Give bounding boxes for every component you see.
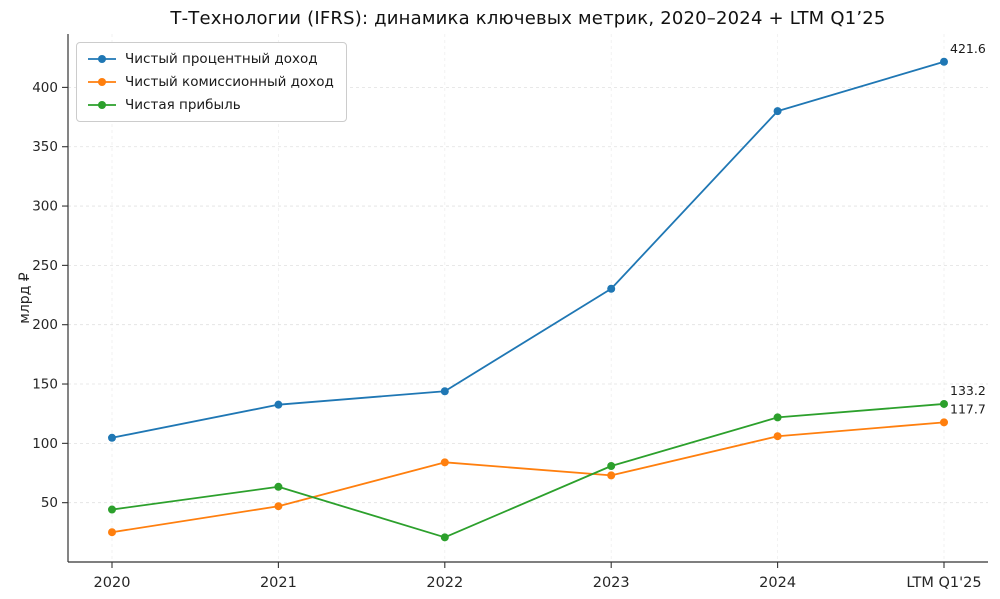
data-point xyxy=(274,400,283,409)
y-axis-label: млрд ₽ xyxy=(17,272,33,324)
data-point xyxy=(274,482,283,491)
x-tick-label: 2024 xyxy=(759,575,796,591)
line-marker-icon xyxy=(88,78,116,86)
legend-item-net-interest-income: Чистый процентный доход xyxy=(87,51,334,67)
legend-label-net-profit: Чистая прибыль xyxy=(125,97,241,113)
legend-item-net-commission-income: Чистый комиссионный доход xyxy=(87,74,334,90)
line-marker-icon xyxy=(88,101,116,109)
y-tick-label: 150 xyxy=(32,377,58,393)
legend-label-net-commission-income: Чистый комиссионный доход xyxy=(125,74,334,90)
x-tick-label: LTM Q1'25 xyxy=(906,575,981,591)
data-point xyxy=(108,433,116,442)
data-point xyxy=(274,502,283,511)
data-point xyxy=(607,284,616,293)
series-line-2 xyxy=(111,403,945,539)
data-point xyxy=(773,432,782,441)
legend: Чистый процентный доход Чистый комиссион… xyxy=(76,42,347,122)
y-tick-label: 50 xyxy=(41,495,58,511)
data-point xyxy=(773,413,782,422)
data-point xyxy=(607,471,616,480)
data-point xyxy=(940,57,948,66)
x-tick-label: 2023 xyxy=(593,575,630,591)
y-tick-label: 300 xyxy=(32,199,58,215)
end-value-label: 133.2 xyxy=(950,383,986,398)
data-point xyxy=(773,107,782,116)
data-point xyxy=(607,462,616,471)
end-value-label: 421.6 xyxy=(950,41,986,56)
y-tick-label: 400 xyxy=(32,80,58,96)
line-marker-icon xyxy=(88,55,116,63)
y-tick-label: 100 xyxy=(32,436,58,452)
data-point xyxy=(440,458,449,467)
y-tick-label: 200 xyxy=(32,317,58,333)
data-point xyxy=(940,399,948,408)
x-tick-label: 2020 xyxy=(94,575,131,591)
data-point xyxy=(108,528,116,537)
series-line-0 xyxy=(111,60,945,439)
end-value-label: 117.7 xyxy=(950,401,986,416)
data-point xyxy=(108,505,116,514)
data-point xyxy=(940,418,948,427)
chart-title: Т-Технологии (IFRS): динамика ключевых м… xyxy=(170,8,886,29)
data-point xyxy=(440,533,449,542)
x-tick-label: 2021 xyxy=(260,575,297,591)
x-tick-label: 2022 xyxy=(426,575,463,591)
legend-label-net-interest-income: Чистый процентный доход xyxy=(125,51,318,67)
series-line-1 xyxy=(111,421,945,534)
legend-item-net-profit: Чистая прибыль xyxy=(87,97,334,113)
y-tick-label: 250 xyxy=(32,258,58,274)
y-tick-label: 350 xyxy=(32,139,58,155)
data-point xyxy=(440,387,449,396)
